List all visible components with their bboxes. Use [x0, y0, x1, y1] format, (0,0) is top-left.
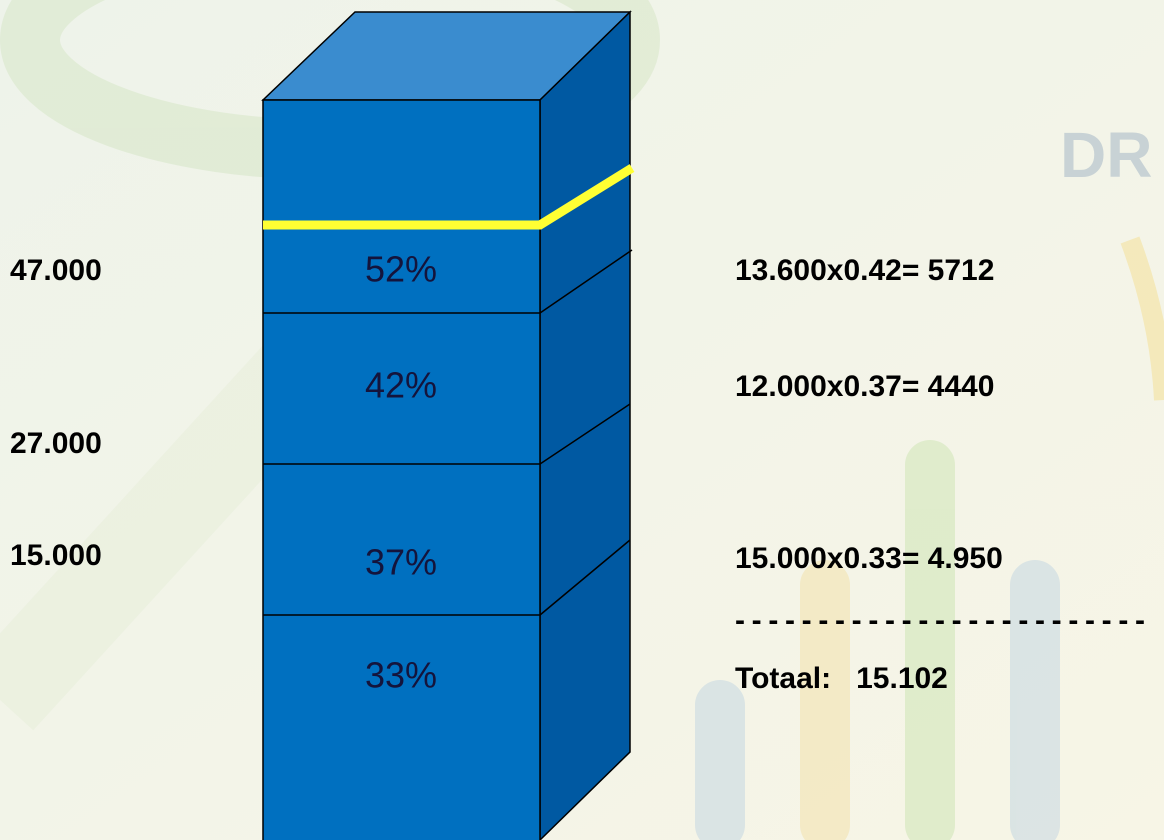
calculation: 13.600x0.42= 5712 [735, 254, 994, 287]
calculation: 12.000x0.37= 4440 [735, 370, 994, 403]
calculation: 15.000x0.33= 4.950 [735, 542, 1003, 575]
income-label: 15.000 [10, 539, 102, 572]
watermark: DR [1060, 119, 1152, 191]
block-front [262, 99, 541, 840]
bracket-rate: 37% [365, 542, 437, 583]
separator: ------------------------- [735, 604, 1145, 637]
bracket-rate: 52% [365, 249, 437, 290]
bracket-rate: 42% [365, 365, 437, 406]
income-label: 47.000 [10, 254, 102, 287]
bracket-dividers [263, 249, 633, 616]
content: 47.000 27.000 15.000 52% 42% 37% 33% 13.600x0.4… [10, 249, 1145, 696]
bracket-rate: 33% [365, 655, 437, 696]
block-side [539, 10, 631, 840]
income-line [263, 164, 635, 230]
total: Totaal: 15.102 [735, 662, 948, 695]
income-label: 27.000 [10, 427, 102, 460]
